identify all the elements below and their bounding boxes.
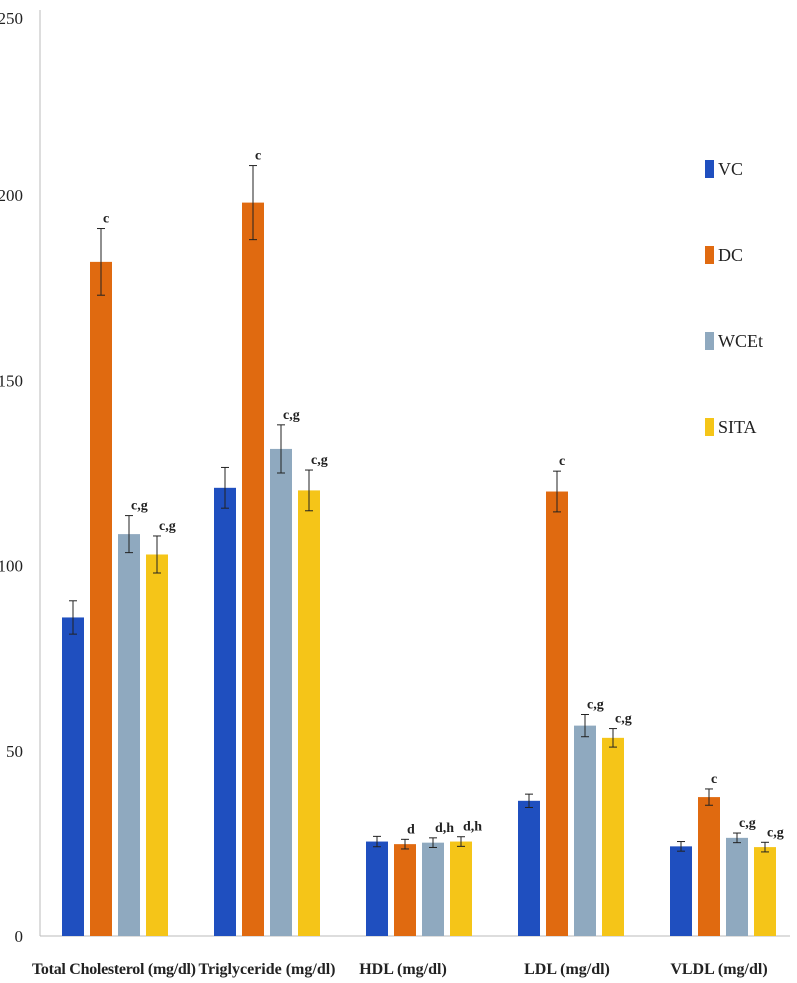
significance-label: c,g (767, 825, 784, 840)
category-label: LDL (mg/dl) (524, 961, 610, 978)
significance-label: c,g (283, 408, 300, 423)
bar (754, 847, 776, 936)
bar (450, 841, 472, 936)
y-tick-label: 50 (6, 742, 23, 761)
bar (726, 837, 748, 936)
legend-label: WCEt (718, 331, 763, 351)
legend-swatch (705, 418, 714, 436)
bar (670, 846, 692, 936)
significance-label: c,g (615, 712, 632, 727)
bar (518, 800, 540, 936)
bar (366, 841, 388, 936)
bar (422, 842, 444, 936)
y-tick-label: 100 (0, 557, 23, 576)
y-tick-label: 0 (15, 927, 24, 946)
category-label: Triglyceride (mg/dl) (199, 961, 336, 978)
significance-label: c (711, 772, 717, 787)
significance-label: d,h (435, 821, 454, 836)
bar (698, 797, 720, 936)
bars: c c d c c c,g c,g d,h c,g c,g c,g c,g d,h c,g c,g (62, 149, 784, 936)
bar (90, 261, 112, 936)
bar (270, 448, 292, 936)
y-tick-labels: 0 50 100 150 200 250 (0, 9, 23, 946)
significance-label: c,g (311, 453, 328, 468)
bar (298, 490, 320, 936)
bar (574, 725, 596, 936)
bar (146, 554, 168, 936)
y-tick-label: 150 (0, 371, 23, 390)
category-labels: Total Cholesterol (mg/dl) Triglyceride (m… (32, 961, 768, 978)
significance-label: c (255, 149, 261, 164)
significance-label: c,g (587, 698, 604, 713)
category-label: Total Cholesterol (mg/dl) (32, 961, 196, 978)
significance-label: c,g (739, 816, 756, 831)
bar (394, 844, 416, 936)
bar (546, 491, 568, 936)
legend: VC DC WCEt SITA (705, 159, 763, 437)
bar (214, 487, 236, 936)
significance-label: d,h (463, 820, 482, 835)
significance-label: c,g (131, 499, 148, 514)
significance-label: c (103, 212, 109, 227)
legend-label: DC (718, 245, 743, 265)
category-label: HDL (mg/dl) (359, 961, 447, 978)
bar (62, 617, 84, 936)
legend-swatch (705, 160, 714, 178)
y-tick-label: 200 (0, 186, 23, 205)
legend-swatch (705, 246, 714, 264)
bar (118, 534, 140, 936)
significance-label: c,g (159, 519, 176, 534)
bar (602, 737, 624, 936)
significance-label: c (559, 454, 565, 469)
legend-swatch (705, 332, 714, 350)
bar (242, 202, 264, 936)
legend-label: SITA (718, 417, 757, 437)
category-label: VLDL (mg/dl) (670, 961, 767, 978)
legend-label: VC (718, 159, 743, 179)
significance-label: d (407, 822, 415, 837)
y-tick-label: 250 (0, 9, 23, 28)
